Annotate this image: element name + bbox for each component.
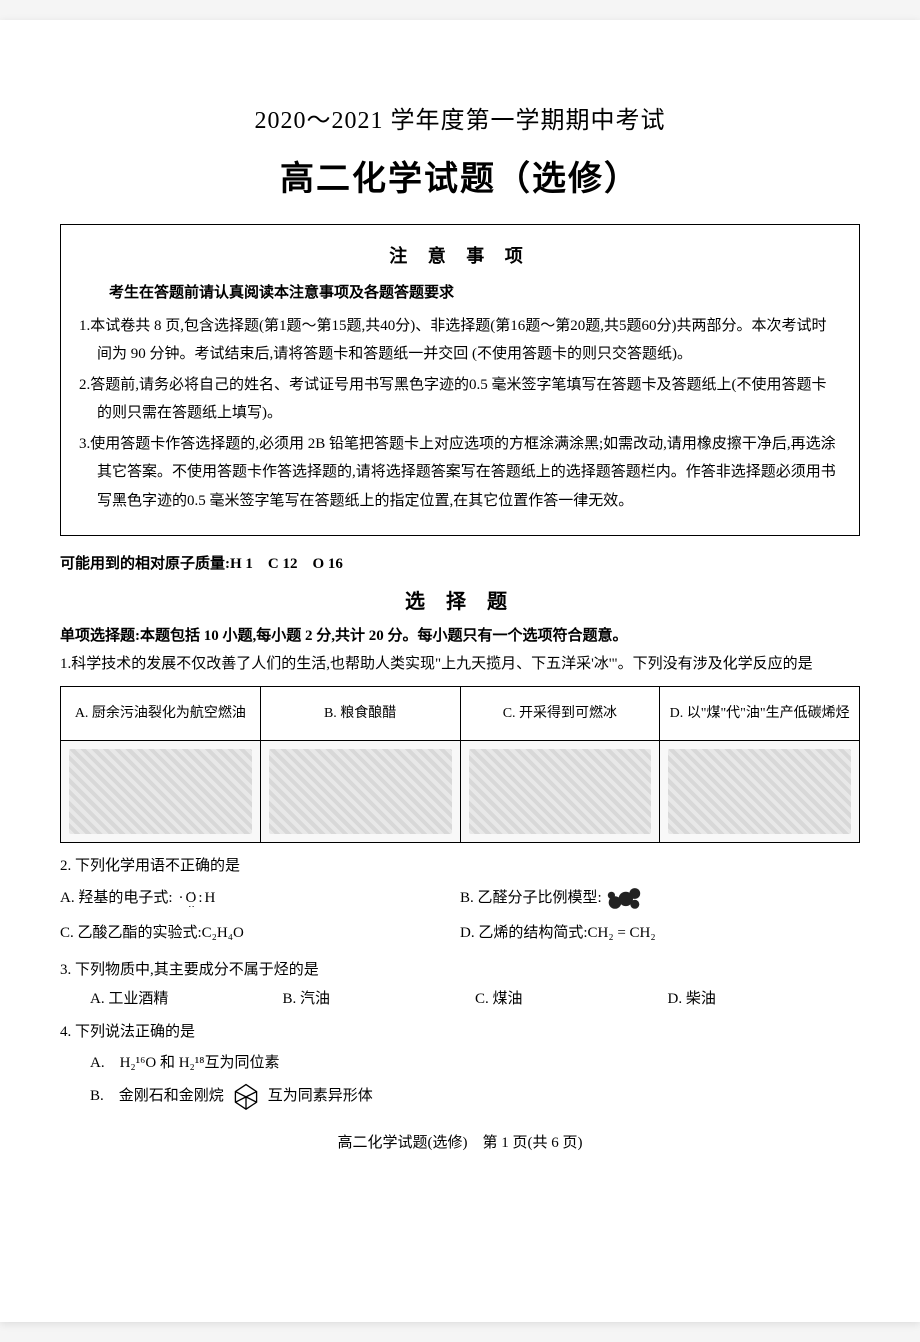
q4-opt-a: A. H₂¹⁶O 和 H₂¹⁸互为同位素 [60, 1050, 860, 1077]
notice-item-3: 3.使用答题卡作答选择题的,必须用 2B 铅笔把答题卡上对应选项的方框涂满涂黑;… [79, 430, 841, 516]
q1-img-d [660, 741, 860, 843]
adamantane-structure-icon [228, 1081, 264, 1111]
q4-opt-b-before: B. 金刚石和金刚烷 [90, 1083, 224, 1110]
q1-cell-b: B. 粮食酿醋 [260, 687, 460, 741]
q3-text: 3. 下列物质中,其主要成分不属于烃的是 [60, 957, 860, 984]
q2-opt-c: C. 乙酸乙酯的实验式:C₂H₄O [60, 920, 460, 947]
q2-opt-b-label: B. 乙醛分子比例模型: [460, 885, 602, 912]
mc-instructions: 单项选择题:本题包括 10 小题,每小题 2 分,共计 20 分。每小题只有一个… [60, 624, 860, 645]
q4-text: 4. 下列说法正确的是 [60, 1019, 860, 1046]
exam-period: 2020～2021 学年度第一学期期中考试 [60, 100, 860, 135]
question-1: 1.科学技术的发展不仅改善了人们的生活,也帮助人类实现"上九天揽月、下五洋采'冰… [60, 651, 860, 843]
notice-subtitle: 考生在答题前请认真阅读本注意事项及各题答题要求 [79, 279, 841, 308]
q1-cell-a: A. 厨余污油裂化为航空燃油 [61, 687, 261, 741]
q1-cell-c: C. 开采得到可燃冰 [460, 687, 660, 741]
q2-text: 2. 下列化学用语不正确的是 [60, 853, 860, 880]
q4-opt-b: B. 金刚石和金刚烷 互为同素异形体 [60, 1081, 860, 1111]
image-placeholder-icon [69, 749, 252, 834]
notice-item-1: 1.本试卷共 8 页,包含选择题(第1题～第15题,共40分)、非选择题(第16… [79, 312, 841, 369]
section-title: 选 择 题 [60, 585, 860, 614]
notice-title: 注 意 事 项 [79, 239, 841, 273]
q3-opt-b: B. 汽油 [283, 986, 476, 1013]
image-placeholder-icon [469, 749, 652, 834]
molecule-model-icon [606, 884, 642, 912]
q4-opt-b-after: 互为同素异形体 [268, 1083, 373, 1110]
q1-img-a [61, 741, 261, 843]
question-4: 4. 下列说法正确的是 A. H₂¹⁶O 和 H₂¹⁸互为同位素 B. 金刚石和… [60, 1019, 860, 1111]
q3-opt-d: D. 柴油 [668, 986, 861, 1013]
q2-opt-d: D. 乙烯的结构简式:CH₂ = CH₂ [460, 920, 860, 947]
image-placeholder-icon [269, 749, 452, 834]
q1-table: A. 厨余污油裂化为航空燃油 B. 粮食酿醋 C. 开采得到可燃冰 D. 以"煤… [60, 686, 860, 843]
q2-opt-a-label: A. 羟基的电子式: [60, 885, 173, 912]
q2-opt-b: B. 乙醛分子比例模型: [460, 884, 860, 912]
notice-box: 注 意 事 项 考生在答题前请认真阅读本注意事项及各题答题要求 1.本试卷共 8… [60, 224, 860, 536]
lewis-structure-icon: · ‥ O ‥ : H [179, 885, 216, 912]
q1-cell-d: D. 以"煤"代"油"生产低碳烯烃 [660, 687, 860, 741]
image-placeholder-icon [668, 749, 851, 834]
question-2: 2. 下列化学用语不正确的是 A. 羟基的电子式: · ‥ O ‥ : H B.… [60, 853, 860, 951]
q3-opt-c: C. 煤油 [475, 986, 668, 1013]
q1-text: 1.科学技术的发展不仅改善了人们的生活,也帮助人类实现"上九天揽月、下五洋采'冰… [60, 651, 860, 678]
atomic-mass: 可能用到的相对原子质量:H 1 C 12 O 16 [60, 552, 860, 573]
exam-page: 2020～2021 学年度第一学期期中考试 高二化学试题（选修） 注 意 事 项… [0, 20, 920, 1322]
notice-item-2: 2.答题前,请务必将自己的姓名、考试证号用书写黑色字迹的0.5 毫米签字笔填写在… [79, 371, 841, 428]
q3-opt-a: A. 工业酒精 [90, 986, 283, 1013]
q1-img-c [460, 741, 660, 843]
q2-opt-a: A. 羟基的电子式: · ‥ O ‥ : H [60, 884, 460, 912]
exam-title: 高二化学试题（选修） [60, 151, 860, 200]
q1-img-b [260, 741, 460, 843]
page-footer: 高二化学试题(选修) 第 1 页(共 6 页) [60, 1131, 860, 1152]
question-3: 3. 下列物质中,其主要成分不属于烃的是 A. 工业酒精 B. 汽油 C. 煤油… [60, 957, 860, 1013]
